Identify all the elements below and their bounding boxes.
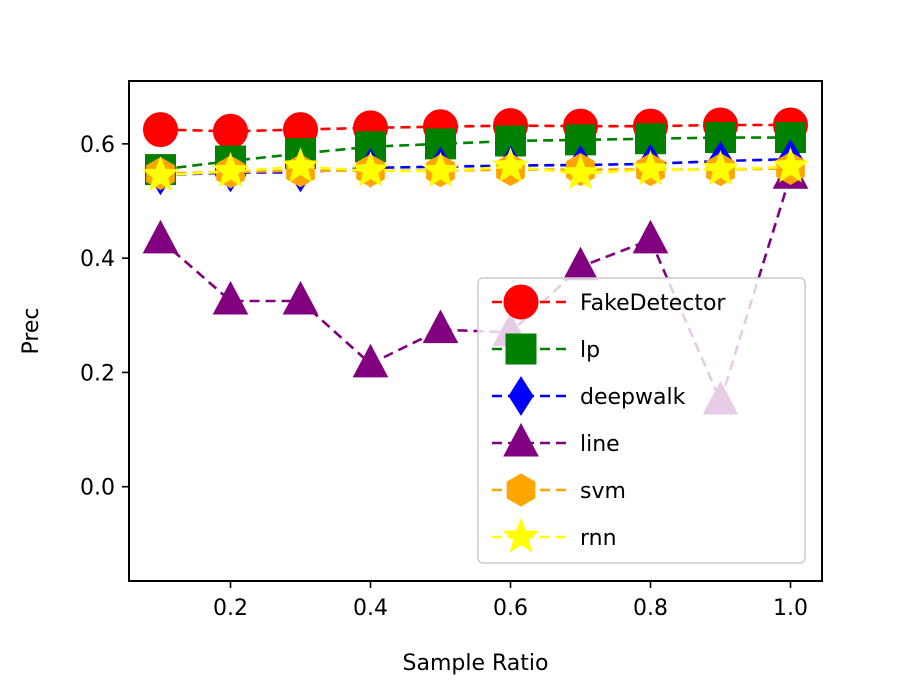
legend-label: svm — [580, 479, 626, 504]
x-tick-label: 0.4 — [353, 596, 388, 621]
series-rnn — [142, 147, 809, 192]
axes-frame — [128, 80, 823, 582]
legend-entry: svm — [492, 473, 626, 507]
legend-label: lp — [580, 338, 600, 363]
x-tick-label: 0.2 — [213, 596, 248, 621]
x-tick-label: 1.0 — [773, 596, 808, 621]
legend-marker — [503, 422, 539, 457]
legend-label: rnn — [580, 526, 617, 551]
series-line — [160, 165, 791, 177]
y-tick-label: 0.2 — [80, 361, 115, 386]
y-axis: 0.0 0.2 0.4 0.6 — [80, 133, 129, 501]
legend-box — [477, 277, 806, 564]
legend-entry: line — [492, 422, 620, 457]
legend-label: deepwalk — [580, 385, 686, 410]
data-point — [213, 113, 248, 149]
y-tick-label: 0.0 — [80, 476, 115, 501]
x-axis-label: Sample Ratio — [403, 651, 549, 676]
x-axis: 0.2 0.4 0.6 0.8 1.0 — [213, 581, 808, 621]
data-point — [142, 155, 179, 192]
x-tick-label: 0.8 — [633, 596, 668, 621]
data-point — [282, 147, 319, 183]
data-point — [772, 147, 809, 183]
legend-entry: rnn — [492, 517, 617, 553]
y-axis-label: Prec — [19, 307, 44, 354]
data-point — [562, 246, 599, 281]
series-line — [160, 157, 791, 177]
legend-entry: FakeDetector — [492, 284, 726, 320]
data-point — [632, 219, 669, 254]
legend-entry: lp — [492, 333, 600, 365]
data-point — [632, 150, 669, 186]
y-tick-label: 0.4 — [80, 247, 115, 272]
data-point — [702, 150, 739, 186]
legend-entry: deepwalk — [492, 376, 686, 416]
data-point — [212, 151, 249, 188]
data-point — [422, 151, 459, 188]
legend-label: line — [580, 432, 620, 457]
legend-marker — [505, 333, 537, 365]
legend-label: FakeDetector — [580, 291, 726, 316]
series-deepwalk — [147, 139, 804, 196]
data-point — [422, 309, 459, 344]
series-line — [160, 123, 791, 133]
data-point — [143, 112, 178, 148]
y-tick-label: 0.6 — [80, 133, 115, 158]
legend-marker — [503, 284, 539, 320]
series-line — [160, 136, 791, 171]
data-point — [562, 154, 599, 190]
x-tick-label: 0.6 — [493, 596, 528, 621]
data-point — [352, 343, 389, 378]
series-line — [160, 167, 791, 175]
data-point — [492, 147, 529, 183]
data-point — [352, 151, 389, 187]
legend: FakeDetector lp deepwalk line svm rnn — [477, 277, 806, 564]
data-point — [212, 280, 249, 315]
data-point — [282, 280, 319, 315]
data-point — [142, 219, 179, 254]
plot-area — [142, 107, 809, 415]
legend-marker — [506, 473, 536, 507]
legend-marker — [502, 517, 540, 553]
legend-marker — [508, 376, 534, 416]
